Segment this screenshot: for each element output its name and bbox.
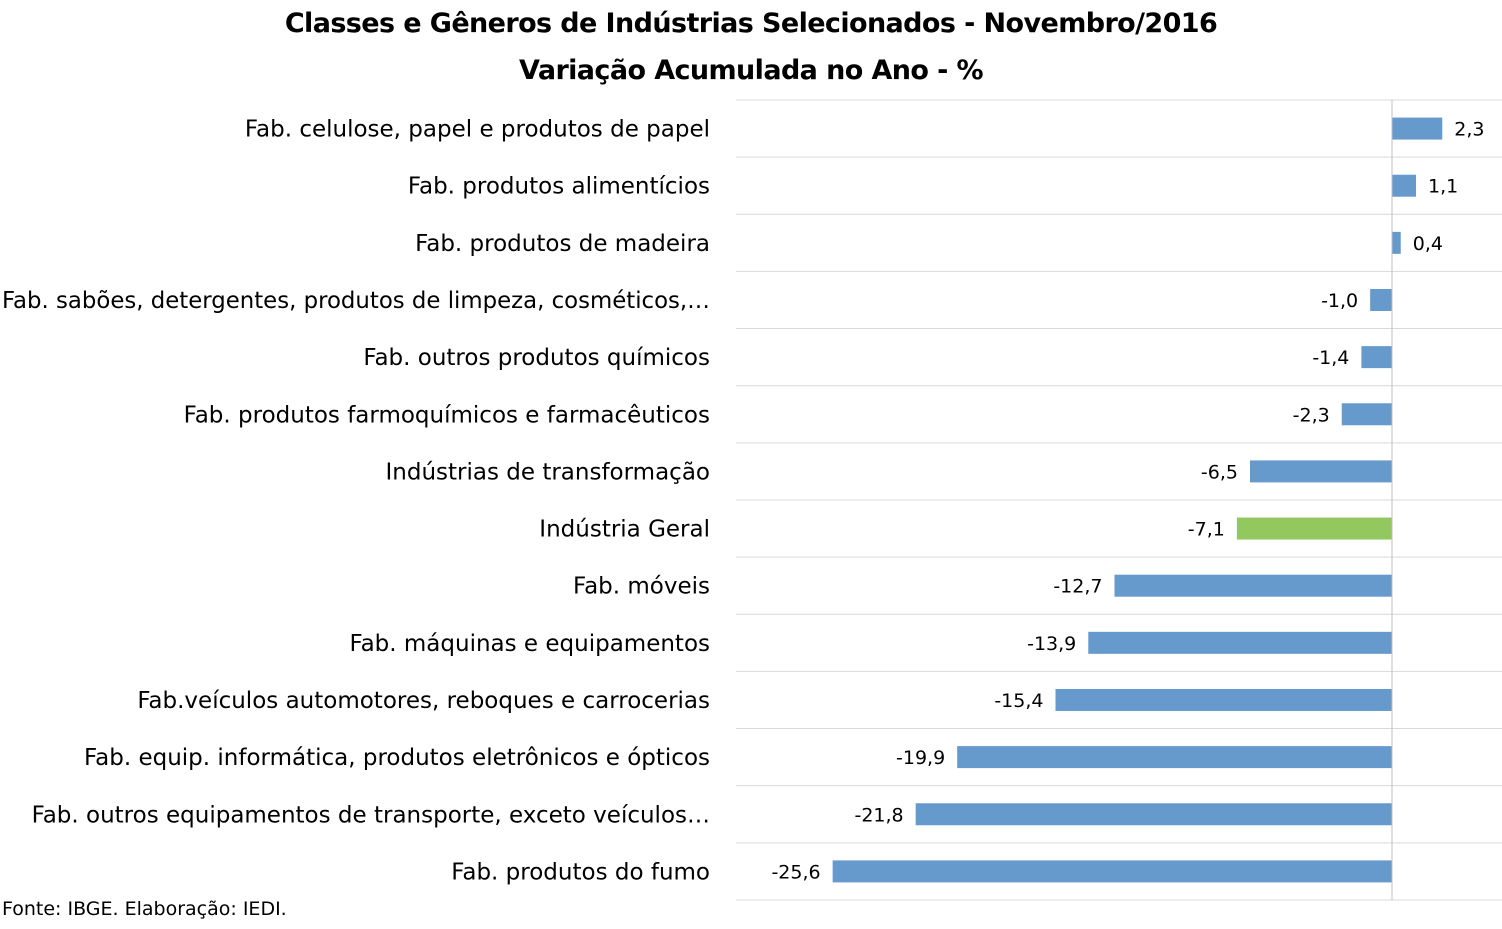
category-label: Fab. equip. informática, produtos eletrô… [84, 745, 710, 771]
category-label: Fab. produtos de madeira [415, 231, 710, 257]
bar-highlight [1236, 517, 1392, 540]
category-label: Fab. outros produtos químicos [363, 345, 710, 371]
bar [1392, 174, 1417, 197]
bar [1392, 231, 1401, 254]
category-label: Fab.veículos automotores, reboques e car… [137, 688, 710, 714]
chart-title: Classes e Gêneros de Indústrias Selecion… [284, 8, 1218, 39]
category-label: Fab. produtos farmoquímicos e farmacêuti… [184, 402, 710, 428]
category-label: Fab. produtos alimentícios [408, 174, 710, 200]
bar [915, 803, 1392, 826]
category-label: Fab. produtos do fumo [451, 859, 710, 885]
data-label: -21,8 [854, 804, 903, 826]
data-label: -15,4 [994, 690, 1043, 712]
bar [1249, 460, 1392, 483]
bar [832, 860, 1392, 883]
category-label: Fab. máquinas e equipamentos [349, 631, 710, 657]
data-label: -12,7 [1053, 576, 1102, 598]
bars [832, 117, 1443, 883]
data-label: -1,0 [1321, 290, 1358, 312]
category-label: Fab. celulose, papel e produtos de papel [245, 117, 710, 143]
bar [1088, 631, 1392, 654]
data-label: 1,1 [1428, 176, 1458, 198]
bar [1370, 288, 1392, 311]
data-label: -2,3 [1293, 404, 1330, 426]
data-label: -7,1 [1188, 519, 1225, 541]
chart-subtitle: Variação Acumulada no Ano - % [519, 55, 984, 86]
data-labels: 2,3 1,1 0,4 -1,0 -1,4 -2,3 -6,5 -7,1 -12,7 -13,9 -… [771, 119, 1484, 884]
category-label: Fab. outros equipamentos de transporte, … [32, 802, 710, 828]
bar [1341, 403, 1392, 426]
bar [1361, 346, 1392, 369]
data-label: 2,3 [1454, 119, 1484, 141]
category-label: Fab. sabões, detergentes, produtos de li… [2, 288, 710, 314]
category-label: Indústria Geral [539, 517, 710, 543]
data-label: -6,5 [1201, 461, 1238, 483]
category-label: Indústrias de transformação [386, 459, 711, 485]
data-label: -25,6 [771, 861, 820, 883]
data-label: -19,9 [896, 747, 945, 769]
source-note: Fonte: IBGE. Elaboração: IEDI. [2, 898, 287, 920]
gridlines [736, 99, 1502, 901]
data-label: -13,9 [1027, 633, 1076, 655]
bar [1114, 574, 1392, 597]
data-label: 0,4 [1413, 233, 1443, 255]
bar [1392, 117, 1443, 140]
bar [957, 746, 1392, 769]
bar [1055, 688, 1392, 711]
category-labels: Fab. celulose, papel e produtos de papel… [2, 117, 710, 886]
category-label: Fab. móveis [573, 574, 710, 600]
data-label: -1,4 [1312, 347, 1349, 369]
